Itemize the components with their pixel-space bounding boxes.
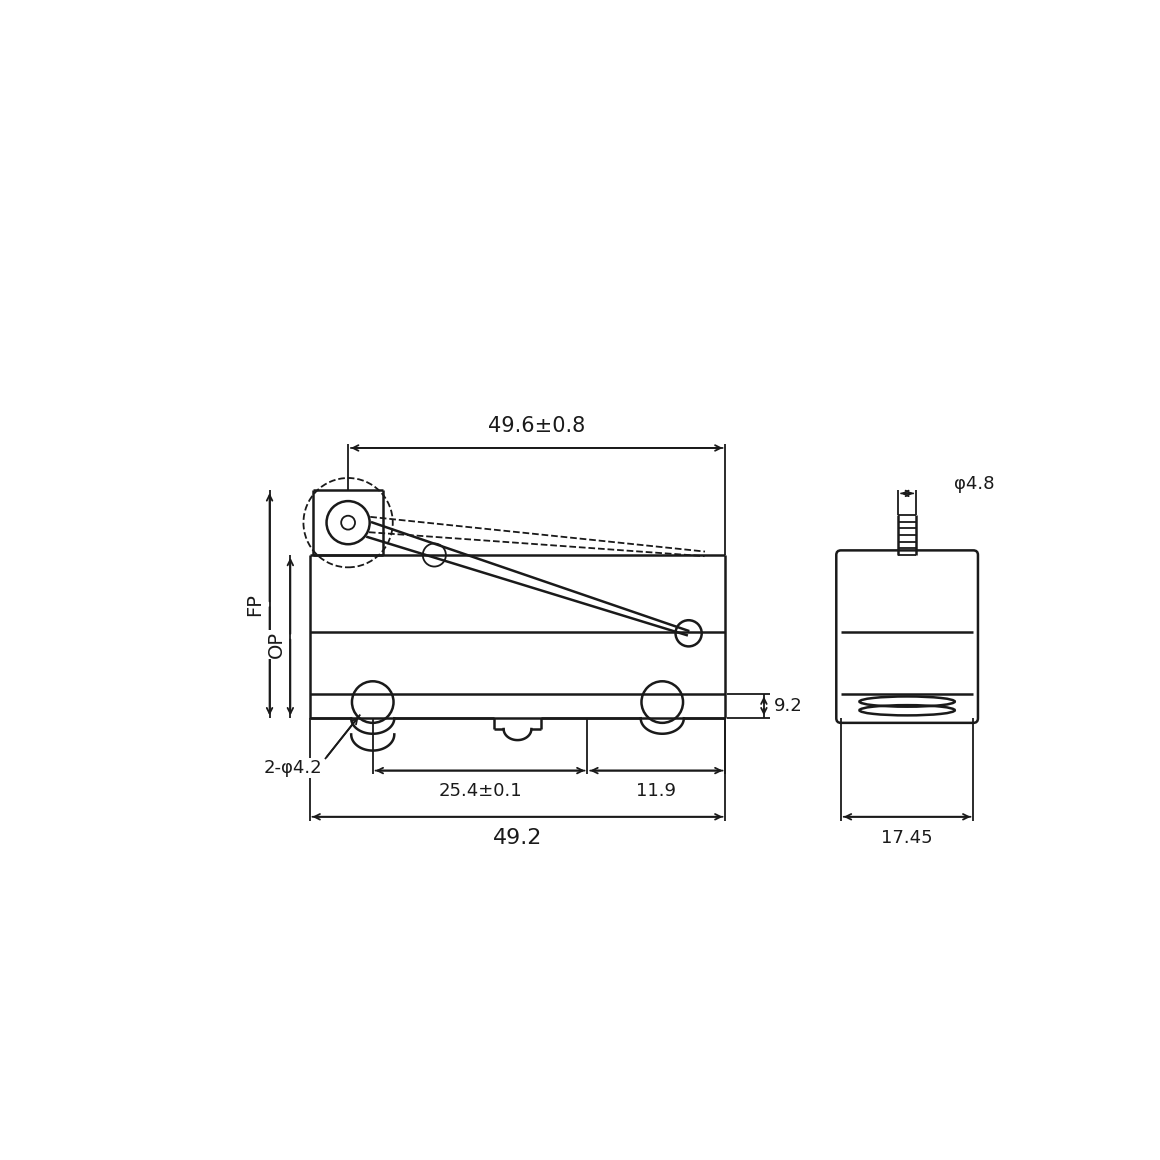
Text: OP: OP bbox=[267, 631, 287, 658]
Text: 9.2: 9.2 bbox=[774, 697, 803, 715]
Text: 2-φ4.2: 2-φ4.2 bbox=[263, 760, 322, 777]
Text: 11.9: 11.9 bbox=[637, 782, 676, 799]
Text: 25.4±0.1: 25.4±0.1 bbox=[438, 782, 522, 799]
Text: φ4.8: φ4.8 bbox=[955, 476, 995, 493]
Text: 49.2: 49.2 bbox=[493, 828, 542, 848]
Text: 17.45: 17.45 bbox=[882, 829, 933, 847]
Text: FP: FP bbox=[245, 593, 263, 616]
Text: 49.6±0.8: 49.6±0.8 bbox=[488, 416, 586, 436]
